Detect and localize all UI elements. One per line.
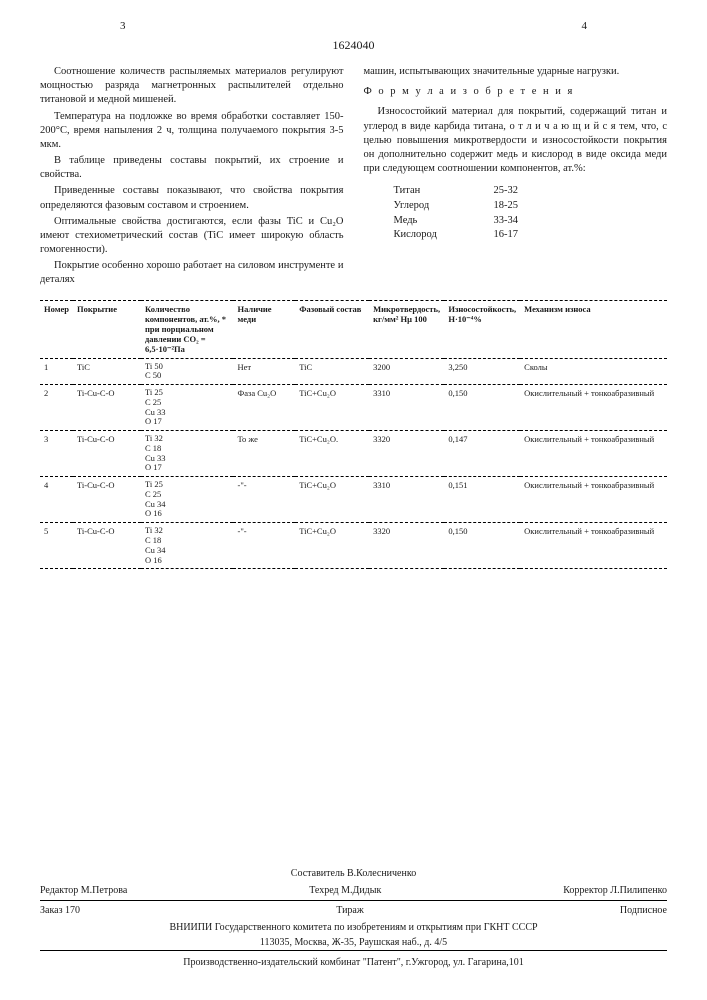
para: Покрытие особенно хорошо работает на сил… — [40, 259, 344, 287]
para: Соотношение количеств распыляемых матери… — [40, 65, 344, 108]
table-row: 1TiCTi 50C 50НетTiC32003,250Сколы — [40, 358, 667, 385]
table-row: 4Ti-Cu-C-OTi 25C 25Cu 34O 16-"-TiC+Cu₂O3… — [40, 477, 667, 523]
td: Ti 25C 25Cu 34O 16 — [141, 477, 233, 523]
td: Окислительный + тонкоабразивный — [520, 431, 667, 477]
td: Окислительный + тонкоабразивный — [520, 523, 667, 569]
td: Сколы — [520, 358, 667, 385]
td: Ti 50C 50 — [141, 358, 233, 385]
order: Заказ 170 — [40, 903, 80, 918]
corrector: Корректор Л.Пилипенко — [563, 883, 667, 898]
td: TiC+Cu₂O — [295, 385, 369, 431]
comp-value: 18-25 — [494, 199, 554, 214]
para: Оптимальные свойства достигаются, если ф… — [40, 215, 344, 258]
footer: Составитель В.Колесниченко Редактор М.Пе… — [40, 866, 667, 970]
td: 3 — [40, 431, 73, 477]
table-row: 5Ti-Cu-C-OTi 32C 18Cu 34O 16-"-TiC+Cu₂O3… — [40, 523, 667, 569]
table-header-row: Номер Покрытие Количество компонентов, а… — [40, 300, 667, 358]
td: TiC+Cu₂O — [295, 523, 369, 569]
comp-label: Углерод — [394, 199, 494, 214]
td: 5 — [40, 523, 73, 569]
th: Покрытие — [73, 300, 141, 358]
td: Ti-Cu-C-O — [73, 431, 141, 477]
comp-label: Титан — [394, 184, 494, 199]
para: В таблице приведены составы покрытий, их… — [40, 154, 344, 182]
td: TiC — [73, 358, 141, 385]
td: Ti 32C 18Cu 34O 16 — [141, 523, 233, 569]
td: Нет — [233, 358, 295, 385]
table-row: 3Ti-Cu-C-OTi 32C 18Cu 33O 17То жеTiC+Cu₂… — [40, 431, 667, 477]
td: 3,250 — [444, 358, 520, 385]
td: 1 — [40, 358, 73, 385]
comp-value: 25-32 — [494, 184, 554, 199]
td: TiC+Cu₂O — [295, 477, 369, 523]
data-table: Номер Покрытие Количество компонентов, а… — [40, 300, 667, 570]
td: 0,147 — [444, 431, 520, 477]
formula-title: Ф о р м у л а и з о б р е т е н и я — [364, 85, 668, 99]
th: Фазовый состав — [295, 300, 369, 358]
td: Окислительный + тонкоабразивный — [520, 385, 667, 431]
component-list: Титан25-32 Углерод18-25 Медь33-34 Кислор… — [364, 184, 668, 243]
td: Фаза Cu₂O — [233, 385, 295, 431]
td: 0,150 — [444, 523, 520, 569]
podpisnoe: Подписное — [620, 903, 667, 918]
td: Ti 25C 25Cu 33O 17 — [141, 385, 233, 431]
table-row: 2Ti-Cu-C-OTi 25C 25Cu 33O 17Фаза Cu₂OTiC… — [40, 385, 667, 431]
td: То же — [233, 431, 295, 477]
prod: Производственно-издательский комбинат "П… — [40, 951, 667, 970]
editor: Редактор М.Петрова — [40, 883, 127, 898]
th: Механизм износа — [520, 300, 667, 358]
comp-value: 33-34 — [494, 214, 554, 229]
td: 4 — [40, 477, 73, 523]
th: Количество компонентов, ат.%, * при порц… — [141, 300, 233, 358]
td: Ti-Cu-C-O — [73, 477, 141, 523]
td: 0,150 — [444, 385, 520, 431]
comp-label: Кислород — [394, 228, 494, 243]
para: Приведенные составы показывают, что свой… — [40, 184, 344, 212]
td: 3310 — [369, 385, 444, 431]
th: Номер — [40, 300, 73, 358]
compiler: Составитель В.Колесниченко — [40, 866, 667, 881]
address: 113035, Москва, Ж-35, Раушская наб., д. … — [40, 935, 667, 950]
td: 0,151 — [444, 477, 520, 523]
para: машин, испытывающих значительные ударные… — [364, 65, 668, 79]
td: 3310 — [369, 477, 444, 523]
para: Температура на подложке во время обработ… — [40, 110, 344, 153]
techred: Техред М.Дидык — [309, 883, 381, 898]
left-column: Соотношение количеств распыляемых матери… — [40, 65, 344, 290]
td: 3320 — [369, 431, 444, 477]
td: Ti-Cu-C-O — [73, 523, 141, 569]
td: -"- — [233, 477, 295, 523]
th: Износостойкость, H·10⁻⁴% — [444, 300, 520, 358]
body-text: Соотношение количеств распыляемых матери… — [40, 65, 667, 290]
vniipi: ВНИИПИ Государственного комитета по изоб… — [40, 920, 667, 935]
td: TiC — [295, 358, 369, 385]
td: 3200 — [369, 358, 444, 385]
document-number: 1624040 — [40, 38, 667, 53]
td: 2 — [40, 385, 73, 431]
para: Износостойкий материал для покрытий, сод… — [364, 105, 668, 176]
right-column: машин, испытывающих значительные ударные… — [364, 65, 668, 290]
tirazh: Тираж — [336, 903, 364, 918]
comp-value: 16-17 — [494, 228, 554, 243]
td: Ti-Cu-C-O — [73, 385, 141, 431]
td: Окислительный + тонкоабразивный — [520, 477, 667, 523]
td: 3320 — [369, 523, 444, 569]
page-number-right: 4 — [582, 20, 588, 32]
td: Ti 32C 18Cu 33O 17 — [141, 431, 233, 477]
th: Наличие меди — [233, 300, 295, 358]
page-number-left: 3 — [120, 20, 126, 32]
td: TiC+Cu₂O. — [295, 431, 369, 477]
th: Микротвердость, кг/мм² Hμ 100 — [369, 300, 444, 358]
td: -"- — [233, 523, 295, 569]
comp-label: Медь — [394, 214, 494, 229]
